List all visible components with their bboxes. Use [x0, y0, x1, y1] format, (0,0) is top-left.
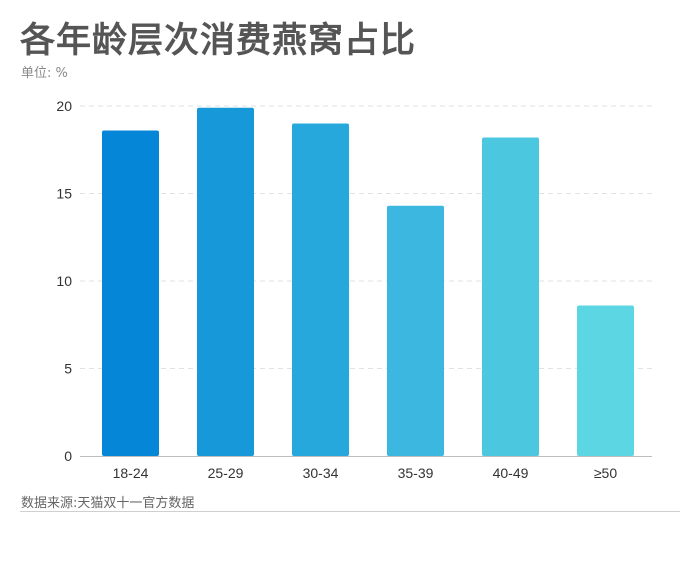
x-tick-label: 30-34: [303, 465, 339, 481]
x-axis-ticks: 18-24 25-29 30-34 35-39 40-49 ≥50: [113, 465, 618, 481]
x-tick-label: 18-24: [113, 465, 149, 481]
bar-18-24: [102, 130, 159, 456]
y-tick-label: 0: [64, 448, 72, 464]
chart-title: 各年龄层次消费燕窝占比: [20, 21, 417, 61]
x-tick-label: ≥50: [594, 465, 617, 481]
y-tick-label: 20: [56, 98, 72, 114]
bar-25-29: [197, 107, 254, 456]
x-tick-label: 25-29: [208, 465, 244, 481]
y-tick-label: 5: [64, 361, 72, 377]
footer-divider: [20, 511, 680, 512]
unit-label: 单位: %: [21, 66, 68, 81]
y-tick-label: 10: [56, 273, 72, 289]
bar-35-39: [387, 205, 444, 456]
bar-40-49: [482, 137, 539, 456]
x-tick-label: 35-39: [398, 465, 434, 481]
x-tick-label: 40-49: [493, 465, 529, 481]
bar-≥50: [577, 305, 634, 456]
gridlines: [80, 105, 652, 369]
bars: [102, 107, 634, 456]
data-source: 数据来源:天猫双十一官方数据: [21, 496, 195, 511]
bar-30-34: [292, 123, 349, 456]
y-axis-ticks: 0 5 10 15 20: [56, 98, 72, 464]
y-tick-label: 15: [56, 186, 72, 202]
